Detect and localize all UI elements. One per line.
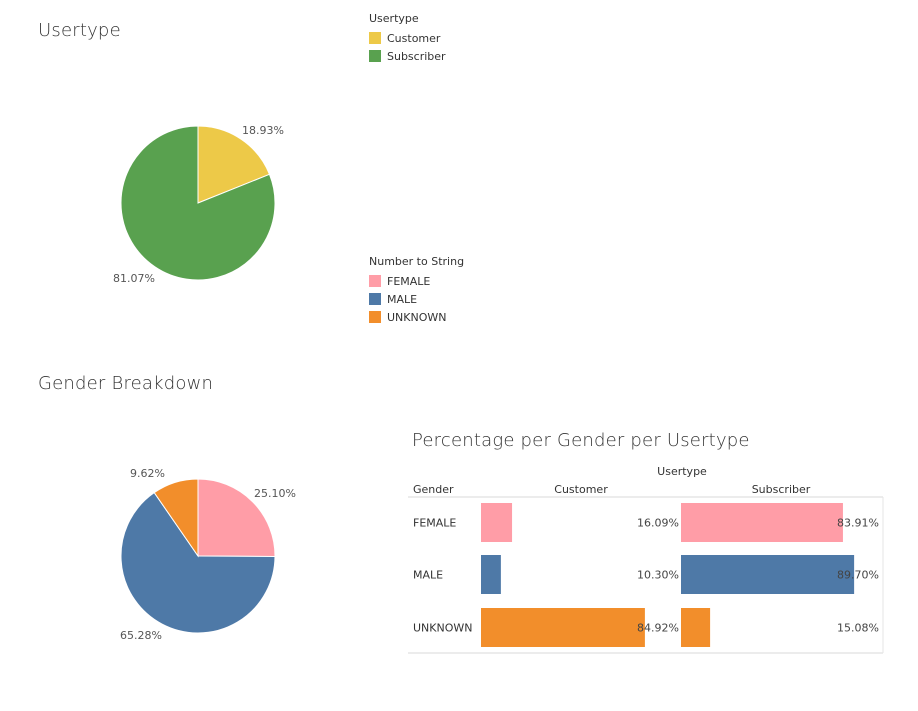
legend-swatch-subscriber <box>369 50 381 62</box>
usertype-pie-label-subscriber: 81.07% <box>113 272 155 285</box>
gender-pie-slice-unknown[interactable] <box>153 478 199 558</box>
bar-label-female-subscriber: 83.91% <box>837 517 879 530</box>
usertype-pie-label-customer: 18.93% <box>242 124 284 137</box>
row-label-male: MALE <box>413 569 443 582</box>
bar-label-male-customer: 10.30% <box>637 569 679 582</box>
legend-swatch-female <box>369 275 381 287</box>
row-header-gender: Gender <box>413 483 454 496</box>
bar-label-male-subscriber: 89.70% <box>837 569 879 582</box>
percentage-table-title: Percentage per Gender per Usertype <box>412 430 750 451</box>
usertype-pie-slice-subscriber[interactable] <box>120 125 276 281</box>
bar-label-female-customer: 16.09% <box>637 517 679 530</box>
bar-male-subscriber[interactable] <box>681 555 855 594</box>
legend-item-customer[interactable]: Customer <box>369 29 446 47</box>
legend-item-subscriber[interactable]: Subscriber <box>369 47 446 65</box>
bar-label-unknown-customer: 84.92% <box>637 622 679 635</box>
legend-label-female: FEMALE <box>387 274 431 288</box>
bar-male-customer[interactable] <box>481 555 501 594</box>
usertype-pie-slice-customer[interactable] <box>197 125 271 204</box>
legend-label-customer: Customer <box>387 31 441 45</box>
legend-swatch-male <box>369 293 381 305</box>
gender-pie-slice-male[interactable] <box>120 491 276 634</box>
usertype-legend: Usertype Customer Subscriber <box>369 12 446 65</box>
usertype-title: Usertype <box>38 20 121 41</box>
bar-unknown-subscriber[interactable] <box>681 608 711 647</box>
bar-female-subscriber[interactable] <box>681 503 843 542</box>
gender-pie-label-unknown: 9.62% <box>130 467 165 480</box>
legend-label-unknown: UNKNOWN <box>387 310 447 324</box>
column-header-subscriber: Subscriber <box>752 483 811 496</box>
legend-label-male: MALE <box>387 292 418 306</box>
column-group-header: Usertype <box>657 465 707 478</box>
gender-legend-title: Number to String <box>369 255 465 268</box>
gender-legend: Number to String FEMALE MALE UNKNOWN <box>369 255 464 326</box>
gender-pie-label-male: 65.28% <box>120 629 162 642</box>
column-header-customer: Customer <box>554 483 608 496</box>
bar-female-customer[interactable] <box>481 503 513 542</box>
legend-item-female[interactable]: FEMALE <box>369 272 464 290</box>
gender-pie-label-female: 25.10% <box>254 487 296 500</box>
row-label-female: FEMALE <box>413 517 456 530</box>
legend-swatch-unknown <box>369 311 381 323</box>
bar-label-unknown-subscriber: 15.08% <box>837 622 879 635</box>
legend-item-unknown[interactable]: UNKNOWN <box>369 308 464 326</box>
bar-unknown-customer[interactable] <box>481 608 645 647</box>
gender-pie-slice-female[interactable] <box>197 478 276 557</box>
legend-label-subscriber: Subscriber <box>387 49 446 63</box>
legend-item-male[interactable]: MALE <box>369 290 464 308</box>
row-label-unknown: UNKNOWN <box>413 622 473 635</box>
usertype-legend-title: Usertype <box>369 12 419 25</box>
gender-breakdown-title: Gender Breakdown <box>38 373 214 394</box>
legend-swatch-customer <box>369 32 381 44</box>
